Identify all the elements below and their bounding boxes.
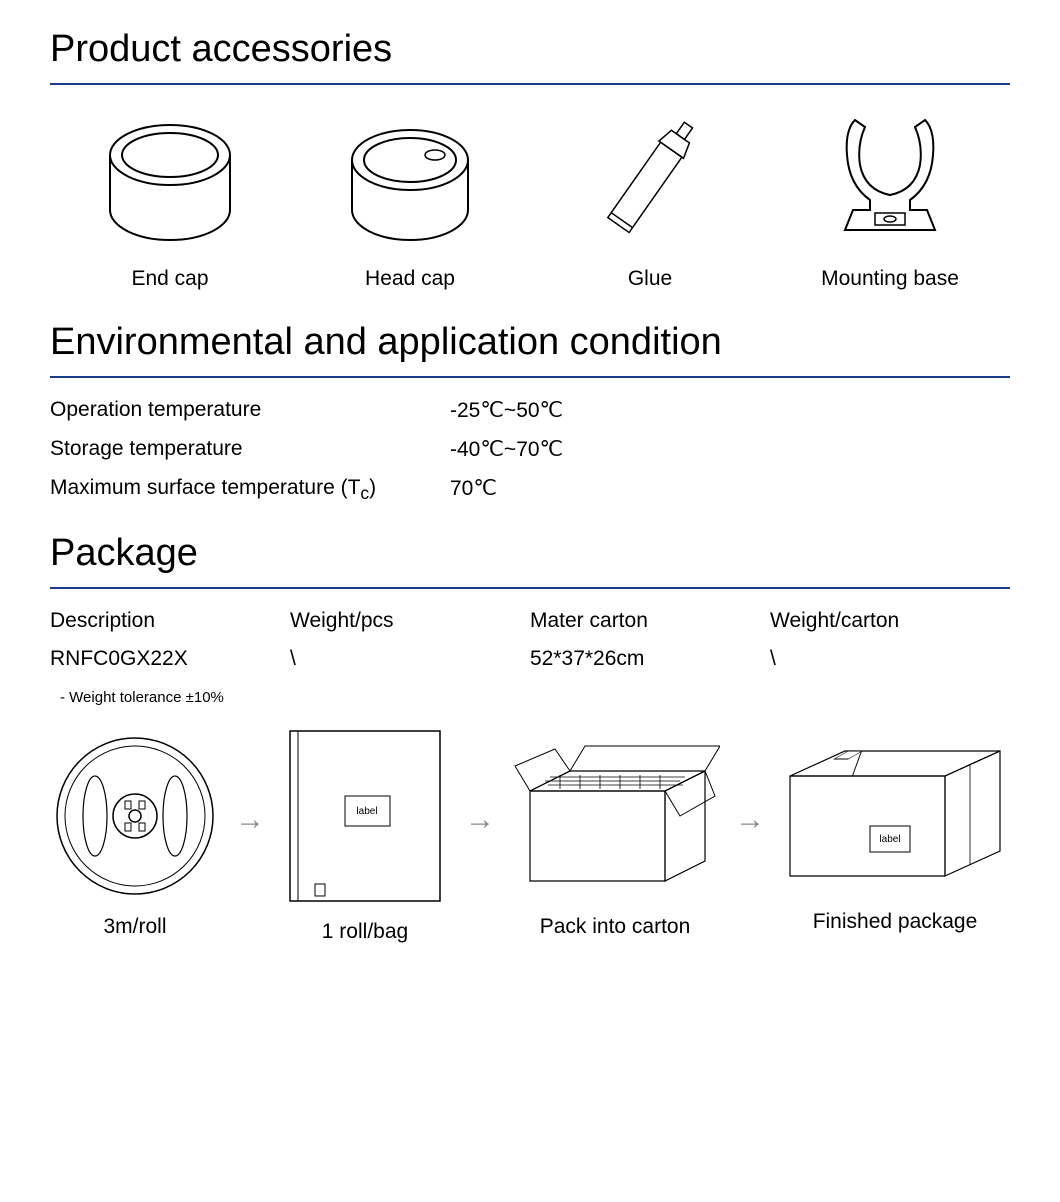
pkg-header: Weight/carton: [770, 609, 1010, 633]
env-label: Operation temperature: [50, 398, 450, 423]
flow-label: Finished package: [813, 910, 978, 934]
reel-icon: [50, 731, 220, 901]
env-value: -25℃~50℃: [450, 398, 563, 423]
accessory-label: Mounting base: [821, 267, 959, 291]
environmental-hr: [50, 376, 1010, 378]
env-row-operation: Operation temperature -25℃~50℃: [50, 398, 1010, 423]
package-flow: 3m/roll → label 1 roll/bag →: [50, 726, 1010, 944]
pkg-value: RNFC0GX22X: [50, 647, 290, 671]
glue-icon: [575, 105, 725, 255]
accessory-label: Glue: [628, 267, 672, 291]
bag-icon: label: [280, 726, 450, 906]
env-label: Storage temperature: [50, 437, 450, 462]
flow-step-bag: label 1 roll/bag: [280, 726, 450, 944]
pkg-col-weight-pcs: Weight/pcs \: [290, 609, 530, 671]
arrow-icon: →: [235, 803, 265, 867]
pkg-header: Weight/pcs: [290, 609, 530, 633]
pkg-header: Mater carton: [530, 609, 770, 633]
closed-carton-icon: label: [780, 736, 1010, 896]
package-table: Description RNFC0GX22X Weight/pcs \ Mate…: [50, 609, 1010, 671]
pkg-value: \: [290, 647, 530, 671]
flow-step-roll: 3m/roll: [50, 731, 220, 939]
accessory-label: Head cap: [365, 267, 455, 291]
pkg-col-mater-carton: Mater carton 52*37*26cm: [530, 609, 770, 671]
flow-step-finished: label Finished package: [780, 736, 1010, 934]
accessory-glue: Glue: [575, 105, 725, 291]
pkg-col-description: Description RNFC0GX22X: [50, 609, 290, 671]
env-row-surface: Maximum surface temperature (Tc) 70℃: [50, 476, 1010, 504]
accessory-mounting-base: Mounting base: [815, 105, 965, 291]
env-value: -40℃~70℃: [450, 437, 563, 462]
accessories-title: Product accessories: [50, 28, 1010, 71]
accessory-head-cap: Head cap: [335, 115, 485, 291]
pkg-header: Description: [50, 609, 290, 633]
svg-text:label: label: [356, 806, 377, 817]
arrow-icon: →: [735, 803, 765, 867]
environmental-title: Environmental and application condition: [50, 321, 1010, 364]
accessories-hr: [50, 83, 1010, 85]
mounting-base-icon: [815, 105, 965, 255]
package-note: - Weight tolerance ±10%: [60, 689, 1010, 706]
flow-label: Pack into carton: [540, 915, 691, 939]
accessories-row: End cap Head cap Glue: [50, 105, 1010, 291]
package-hr: [50, 587, 1010, 589]
package-title: Package: [50, 532, 1010, 575]
open-carton-icon: [510, 731, 720, 901]
pkg-value: \: [770, 647, 1010, 671]
env-label: Maximum surface temperature (Tc): [50, 476, 450, 504]
arrow-icon: →: [465, 803, 495, 867]
head-cap-icon: [335, 115, 485, 255]
flow-step-pack: Pack into carton: [510, 731, 720, 939]
accessory-label: End cap: [131, 267, 208, 291]
flow-label: 1 roll/bag: [322, 920, 408, 944]
env-value: 70℃: [450, 476, 497, 504]
accessory-end-cap: End cap: [95, 115, 245, 291]
env-row-storage: Storage temperature -40℃~70℃: [50, 437, 1010, 462]
pkg-value: 52*37*26cm: [530, 647, 770, 671]
svg-text:label: label: [879, 834, 900, 845]
flow-label: 3m/roll: [103, 915, 166, 939]
pkg-col-weight-carton: Weight/carton \: [770, 609, 1010, 671]
end-cap-icon: [95, 115, 245, 255]
